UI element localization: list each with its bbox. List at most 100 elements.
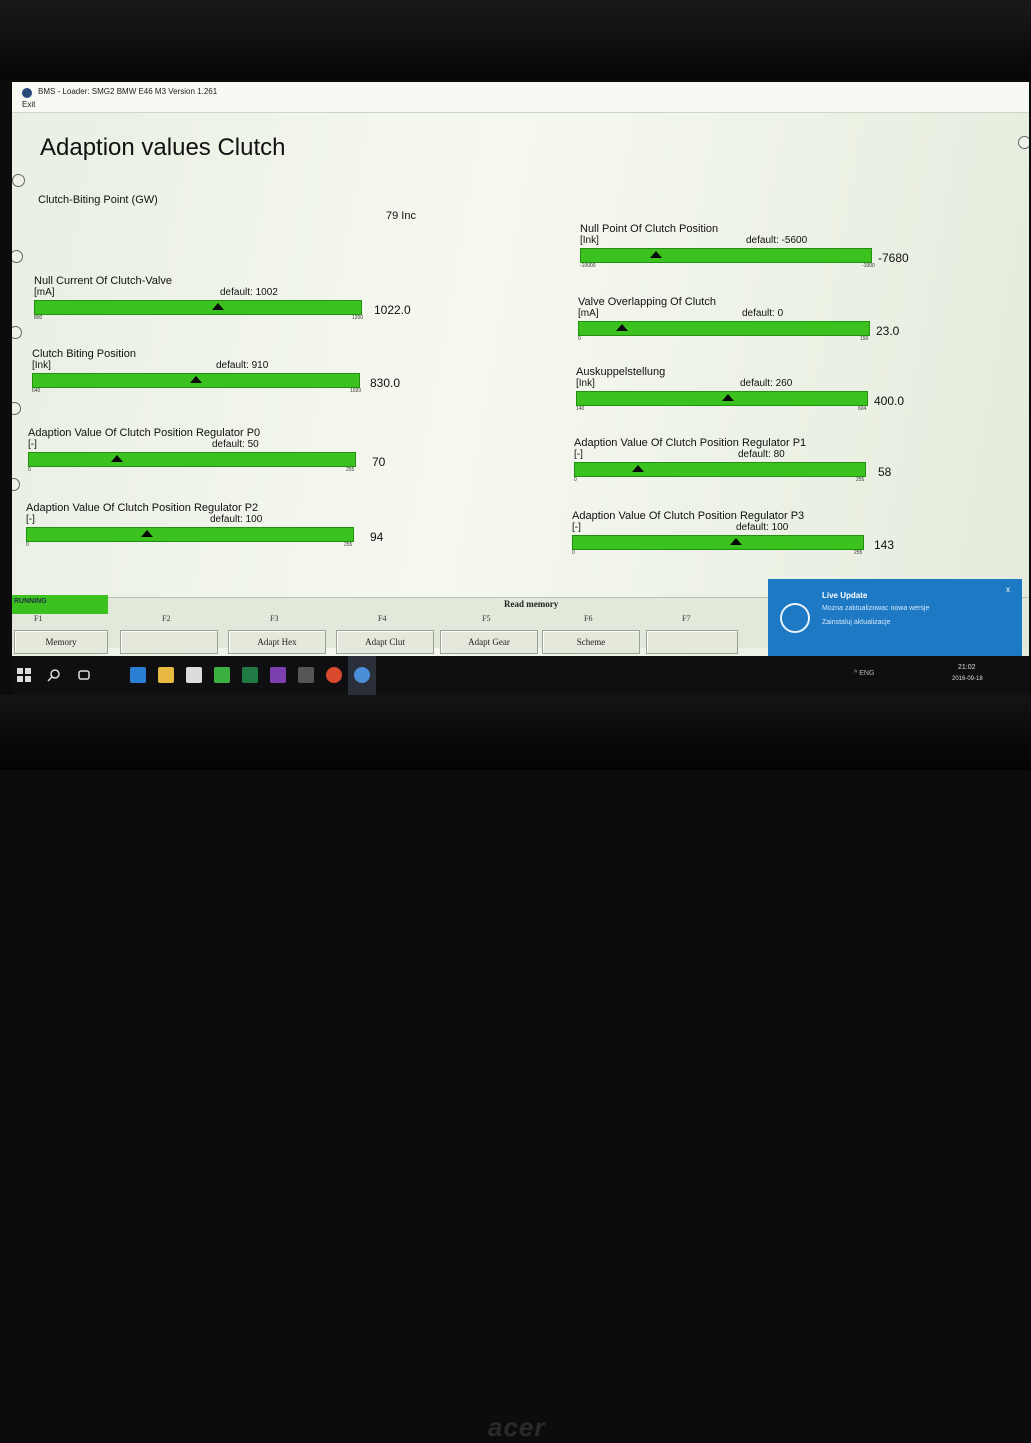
running-status-bar: RUNNING [12, 595, 108, 614]
param-name: Adaption Value Of Clutch Position Regula… [26, 502, 259, 514]
sync-icon [780, 603, 810, 633]
brand-logo: acer [488, 1412, 546, 1442]
param-max: 255 [346, 467, 355, 473]
fkey-label-f4: F4 [378, 614, 387, 623]
notification-link[interactable]: Zainstaluj aktualizacje [822, 619, 891, 626]
param-min: 0 [574, 477, 577, 483]
param-name: Null Current Of Clutch-Valve [34, 275, 172, 287]
fkey-label-f3: F3 [270, 614, 279, 623]
store-icon[interactable] [186, 667, 202, 683]
param-bar [574, 462, 866, 477]
param-value: 830.0 [370, 376, 401, 390]
param-default: default: 1002 [220, 287, 278, 298]
live-update-notification[interactable]: Live Update Mozna zaktualizowac nowa wer… [768, 579, 1022, 659]
param-bar [580, 248, 872, 263]
excel-icon[interactable] [242, 667, 258, 683]
edge-icon[interactable] [130, 667, 146, 683]
binder-hole-icon [12, 326, 22, 339]
param-marker-icon [650, 251, 662, 258]
param-bar [34, 300, 362, 315]
param-unit: [-] [28, 439, 37, 450]
clutch-biting-point-value: 79 Inc [386, 210, 416, 222]
read-memory-status: Read memory [504, 599, 559, 609]
app-icon[interactable] [214, 667, 230, 683]
task-view-icon[interactable] [76, 667, 92, 683]
fkey-label-f7: F7 [682, 614, 691, 623]
param-marker-icon [111, 455, 123, 462]
param-unit: [-] [574, 449, 583, 460]
adapt-clut-button[interactable]: Adapt Clut [336, 630, 434, 654]
param-value: 70 [372, 455, 386, 469]
calculator-icon[interactable] [298, 667, 314, 683]
param-marker-icon [212, 303, 224, 310]
param-unit: [Ink] [32, 360, 51, 371]
fkey-label-f6: F6 [584, 614, 593, 623]
param-value: 94 [370, 530, 384, 544]
clock-time[interactable]: 21:02 [958, 664, 976, 671]
param-min: 640 [32, 388, 41, 394]
param-max: -1000 [862, 263, 875, 269]
param-value: 143 [874, 538, 895, 552]
binder-hole-icon [1018, 136, 1029, 149]
param-name: Adaption Value Of Clutch Position Regula… [574, 437, 807, 449]
param-default: default: -5600 [746, 235, 808, 246]
param-max: 255 [344, 542, 353, 548]
param-unit: [Ink] [576, 378, 595, 389]
param-marker-icon [190, 376, 202, 383]
fkey-label-f5: F5 [482, 614, 491, 623]
param-bar [28, 452, 356, 467]
param-name: Adaption Value Of Clutch Position Regula… [28, 427, 261, 439]
file-explorer-icon[interactable] [158, 667, 174, 683]
param-default: default: 910 [216, 360, 269, 371]
system-tray[interactable]: ^ ENG [854, 670, 875, 677]
param-marker-icon [722, 394, 734, 401]
page-title: Adaption values Clutch [40, 134, 286, 161]
param-unit: [mA] [578, 308, 599, 319]
fkey-label-f1: F1 [34, 614, 43, 623]
running-status-label: RUNNING [14, 598, 47, 605]
param-default: default: 100 [210, 514, 263, 525]
param-min: 800 [34, 315, 43, 321]
param-max: 1200 [352, 315, 364, 321]
param-value: 23.0 [876, 324, 900, 338]
chrome-icon[interactable] [326, 667, 342, 683]
search-icon[interactable] [46, 667, 62, 683]
f2-button[interactable] [120, 630, 218, 654]
onenote-icon[interactable] [270, 667, 286, 683]
menu-exit[interactable]: Exit [22, 100, 36, 109]
f7-button[interactable] [646, 630, 738, 654]
monitor-bezel-top [0, 0, 1031, 80]
clock-date[interactable]: 2016-09-18 [952, 676, 983, 682]
param-min: 140 [576, 406, 585, 412]
param-min: 0 [26, 542, 29, 548]
param-value: 400.0 [874, 394, 905, 408]
window-title: BMS - Loader: SMG2 BMW E46 M3 Version 1.… [38, 87, 218, 96]
param-min: 0 [572, 550, 575, 556]
param-name: Valve Overlapping Of Clutch [578, 296, 716, 308]
param-max: 150 [860, 336, 869, 342]
adapt-hex-button[interactable]: Adapt Hex [228, 630, 326, 654]
param-max: 604 [858, 406, 867, 412]
scheme-button[interactable]: Scheme [542, 630, 640, 654]
param-unit: [Ink] [580, 235, 599, 246]
param-marker-icon [730, 538, 742, 545]
notification-title: Live Update [822, 591, 868, 600]
param-default: default: 100 [736, 522, 789, 533]
param-name: Clutch Biting Position [32, 348, 136, 360]
clutch-biting-point-label: Clutch-Biting Point (GW) [38, 194, 158, 206]
close-icon[interactable]: x [1006, 585, 1010, 594]
window-titlebar: BMS - Loader: SMG2 BMW E46 M3 Version 1.… [12, 82, 1029, 113]
memory-button[interactable]: Memory [14, 630, 108, 654]
diagnostic-app-icon[interactable] [354, 667, 370, 683]
param-name: Null Point Of Clutch Position [580, 223, 719, 235]
param-max: 1020 [350, 388, 362, 394]
param-bar [26, 527, 354, 542]
param-marker-icon [616, 324, 628, 331]
app-logo-icon [22, 88, 32, 98]
binder-hole-icon [12, 250, 23, 263]
param-marker-icon [632, 465, 644, 472]
adapt-gear-button[interactable]: Adapt Gear [440, 630, 538, 654]
param-value: 1022.0 [374, 303, 411, 317]
param-default: default: 260 [740, 378, 793, 389]
windows-start-icon[interactable] [16, 667, 32, 683]
